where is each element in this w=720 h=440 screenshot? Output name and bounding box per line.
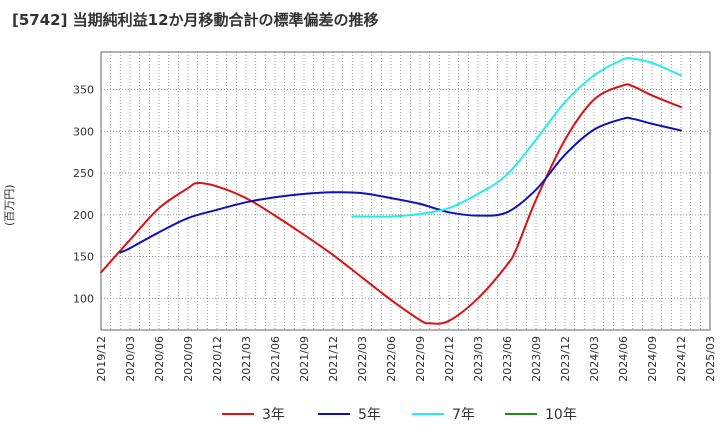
x-tick-label: 2022/09	[414, 336, 427, 382]
x-tick-label: 2020/12	[211, 336, 224, 382]
y-tick-label: 200	[73, 209, 94, 222]
grid-lines	[101, 52, 710, 330]
x-tick-label: 2022/03	[356, 336, 369, 382]
series-line-2	[351, 56, 682, 218]
x-tick-label: 2021/09	[298, 336, 311, 382]
y-tick-label: 100	[73, 292, 94, 305]
x-tick-label: 2023/03	[472, 336, 485, 382]
x-tick-label: 2024/06	[617, 336, 630, 382]
series-line-0	[100, 83, 682, 325]
x-tick-label: 2022/12	[443, 336, 456, 382]
x-tick-label: 2023/06	[501, 336, 514, 382]
legend-label: 10年	[545, 407, 577, 423]
x-tick-label: 2019/12	[95, 336, 108, 382]
series-lines	[100, 56, 682, 325]
x-tick-label: 2020/09	[182, 336, 195, 382]
x-tick-label: 2020/03	[124, 336, 137, 382]
chart-title: [5742] 当期純利益12か月移動合計の標準偏差の推移	[12, 11, 379, 29]
x-tick-label: 2021/12	[327, 336, 340, 382]
x-tick-label: 2023/09	[530, 336, 543, 382]
y-tick-labels: 100 150 200 250 300 350	[73, 84, 94, 306]
y-tick-label: 300	[73, 125, 94, 138]
x-tick-label: 2021/03	[240, 336, 253, 382]
series-line-1	[119, 116, 682, 254]
y-tick-label: 250	[73, 167, 94, 180]
x-tick-label: 2022/06	[385, 336, 398, 382]
y-tick-label: 150	[73, 251, 94, 264]
legend-label: 5年	[358, 407, 381, 423]
x-tick-label: 2025/03	[704, 336, 717, 382]
y-tick-label: 350	[73, 84, 94, 97]
legend-label: 7年	[452, 407, 475, 423]
x-tick-label: 2024/03	[588, 336, 601, 382]
x-tick-label: 2021/06	[269, 336, 282, 382]
legend-label: 3年	[262, 407, 285, 423]
x-tick-label: 2024/12	[675, 336, 688, 382]
x-tick-labels: 2019/12 2020/03 2020/06 2020/09 2020/12 2021/…	[95, 336, 717, 382]
legend: 3年 5年 7年 10年	[222, 407, 577, 423]
x-tick-label: 2023/12	[559, 336, 572, 382]
x-tick-label: 2020/06	[153, 336, 166, 382]
x-tick-label: 2024/09	[646, 336, 659, 382]
plot-frame	[100, 51, 711, 331]
